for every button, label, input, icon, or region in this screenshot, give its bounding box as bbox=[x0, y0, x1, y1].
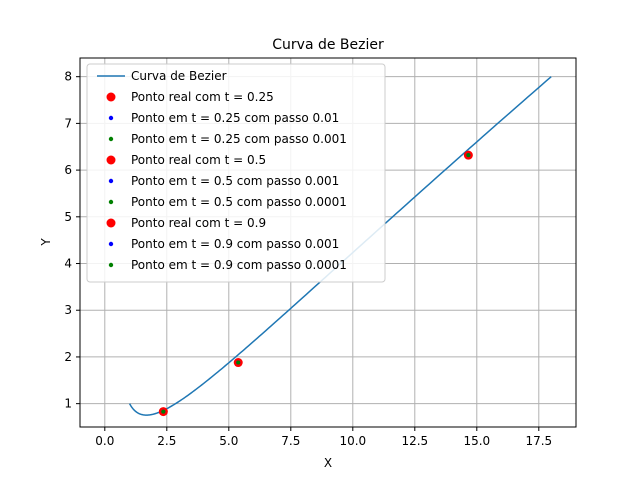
legend-label: Ponto real com t = 0.5 bbox=[131, 153, 266, 167]
legend-marker-swatch bbox=[108, 115, 114, 121]
plot-frame bbox=[79, 57, 577, 428]
legend-label: Ponto em t = 0.9 com passo 0.0001 bbox=[131, 258, 347, 272]
x-tick-label: 17.5 bbox=[525, 434, 552, 448]
x-tick-label: 7.5 bbox=[281, 434, 300, 448]
y-tick-label: 1 bbox=[64, 397, 72, 411]
legend-marker-swatch bbox=[108, 241, 114, 247]
y-tick-label: 6 bbox=[64, 163, 72, 177]
y-tick-label: 8 bbox=[64, 70, 72, 84]
legend-label: Ponto em t = 0.5 com passo 0.001 bbox=[131, 174, 339, 188]
legend-label: Ponto em t = 0.5 com passo 0.0001 bbox=[131, 195, 347, 209]
legend-label: Ponto em t = 0.9 com passo 0.001 bbox=[131, 237, 339, 251]
y-axis-label: Y bbox=[39, 238, 53, 247]
legend-marker-swatch bbox=[108, 178, 114, 184]
bezier-curve-line bbox=[128, 76, 552, 416]
legend-marker-swatch bbox=[108, 262, 114, 268]
x-tick-label: 12.5 bbox=[401, 434, 428, 448]
chart-title: Curva de Bezier bbox=[272, 37, 384, 53]
legend-marker-swatch bbox=[108, 136, 114, 142]
y-tick-label: 5 bbox=[64, 210, 72, 224]
y-tick-label: 7 bbox=[64, 116, 72, 130]
legend-marker-swatch bbox=[106, 155, 116, 165]
x-tick-label: 2.5 bbox=[157, 434, 176, 448]
x-tick-label: 10.0 bbox=[339, 434, 366, 448]
curve-layer bbox=[128, 76, 552, 416]
legend-marker-swatch bbox=[106, 92, 116, 102]
x-tick-label: 0.0 bbox=[95, 434, 114, 448]
legend-marker-swatch bbox=[108, 199, 114, 205]
approx-point-marker bbox=[236, 360, 241, 365]
points-layer bbox=[158, 150, 473, 417]
legend-label: Ponto em t = 0.25 com passo 0.001 bbox=[131, 132, 347, 146]
legend-box bbox=[86, 63, 386, 283]
legend-label: Ponto real com t = 0.25 bbox=[131, 90, 274, 104]
x-axis-label: X bbox=[324, 456, 332, 470]
legend-marker-swatch bbox=[106, 218, 116, 228]
y-tick-label: 3 bbox=[64, 303, 72, 317]
approx-point-marker bbox=[466, 153, 471, 158]
legend: Curva de Bezier Ponto real com t = 0.25 Po… bbox=[86, 63, 386, 283]
axis-ticks: 0.0 2.5 5.0 7.5 10.0 12.5 15.0 17.5 1 2 3 4 5 6 7 8 bbox=[64, 70, 552, 448]
y-tick-label: 2 bbox=[64, 350, 72, 364]
x-tick-label: 5.0 bbox=[219, 434, 238, 448]
legend-label: Curva de Bezier bbox=[131, 69, 227, 83]
legend-label: Ponto em t = 0.25 com passo 0.01 bbox=[131, 111, 339, 125]
y-tick-label: 4 bbox=[64, 257, 72, 271]
legend-label: Ponto real com t = 0.9 bbox=[131, 216, 266, 230]
x-tick-label: 15.0 bbox=[463, 434, 490, 448]
approx-point-marker bbox=[161, 409, 166, 414]
